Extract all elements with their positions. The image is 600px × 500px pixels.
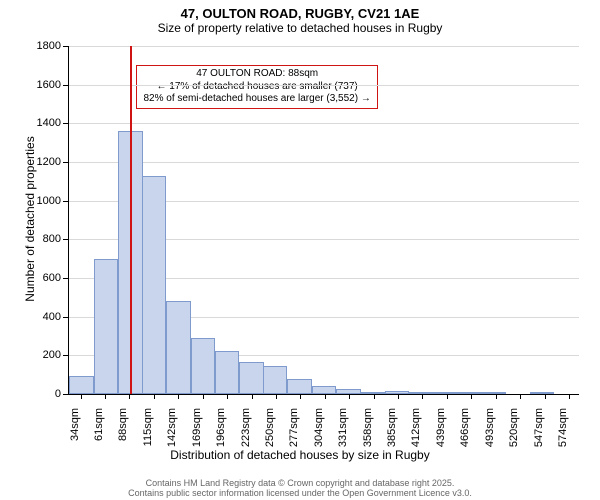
histogram-bar	[409, 392, 433, 394]
y-tick-label: 1400	[37, 117, 61, 129]
x-tick-label: 412sqm	[410, 408, 422, 448]
x-tick-label: 385sqm	[386, 408, 398, 448]
y-tick-mark	[63, 355, 68, 356]
x-tick-mark	[300, 394, 301, 399]
x-tick-mark	[276, 394, 277, 399]
histogram-bar	[191, 338, 215, 394]
y-tick-mark	[63, 123, 68, 124]
y-tick-mark	[63, 239, 68, 240]
x-tick-mark	[422, 394, 423, 399]
x-tick-mark	[447, 394, 448, 399]
y-tick-label: 200	[43, 349, 61, 361]
y-tick-label: 1000	[37, 195, 61, 207]
x-tick-label: 34sqm	[69, 408, 81, 448]
y-tick-mark	[63, 317, 68, 318]
x-tick-mark	[105, 394, 106, 399]
x-tick-label: 358sqm	[362, 408, 374, 448]
y-tick-mark	[63, 46, 68, 47]
histogram-bar	[142, 176, 166, 394]
y-tick-label: 1200	[37, 156, 61, 168]
x-tick-mark	[252, 394, 253, 399]
x-tick-label: 493sqm	[484, 408, 496, 448]
gridline	[69, 162, 579, 163]
histogram-bar	[312, 386, 336, 394]
y-tick-label: 800	[43, 233, 61, 245]
y-tick-mark	[63, 201, 68, 202]
x-tick-mark	[129, 394, 130, 399]
footer-line-1: Contains HM Land Registry data © Crown c…	[0, 478, 600, 488]
x-tick-mark	[496, 394, 497, 399]
histogram-bar	[287, 379, 311, 394]
y-tick-label: 400	[43, 311, 61, 323]
y-tick-mark	[63, 394, 68, 395]
histogram-bar	[215, 351, 239, 395]
histogram-bar	[482, 392, 506, 394]
y-tick-mark	[63, 85, 68, 86]
histogram-bar	[530, 392, 554, 394]
x-tick-mark	[569, 394, 570, 399]
x-tick-mark	[178, 394, 179, 399]
x-tick-label: 304sqm	[313, 408, 325, 448]
annotation-line-1: 47 OULTON ROAD: 88sqm	[143, 68, 370, 81]
x-tick-mark	[374, 394, 375, 399]
y-tick-mark	[63, 278, 68, 279]
x-tick-label: 250sqm	[264, 408, 276, 448]
x-tick-mark	[325, 394, 326, 399]
x-tick-label: 142sqm	[166, 408, 178, 448]
histogram-bar	[457, 392, 481, 394]
chart-container: 47, OULTON ROAD, RUGBY, CV21 1AE Size of…	[0, 0, 600, 500]
annotation-line-2: ← 17% of detached houses are smaller (73…	[143, 81, 370, 94]
y-tick-label: 1800	[37, 40, 61, 52]
y-axis-label: Number of detached properties	[23, 119, 37, 319]
x-tick-mark	[471, 394, 472, 399]
footer: Contains HM Land Registry data © Crown c…	[0, 478, 600, 498]
x-tick-mark	[520, 394, 521, 399]
x-tick-mark	[203, 394, 204, 399]
marker-line	[130, 46, 132, 394]
annotation-line-3: 82% of semi-detached houses are larger (…	[143, 93, 370, 106]
histogram-bar	[239, 362, 263, 394]
histogram-bar	[166, 301, 190, 394]
gridline	[69, 85, 579, 86]
gridline	[69, 46, 579, 47]
x-tick-mark	[154, 394, 155, 399]
x-tick-label: 547sqm	[533, 408, 545, 448]
x-tick-label: 169sqm	[191, 408, 203, 448]
x-tick-label: 223sqm	[240, 408, 252, 448]
footer-line-2: Contains public sector information licen…	[0, 488, 600, 498]
x-tick-mark	[349, 394, 350, 399]
histogram-bar	[94, 259, 118, 394]
x-tick-label: 574sqm	[557, 408, 569, 448]
histogram-bar	[69, 376, 93, 394]
x-tick-label: 439sqm	[435, 408, 447, 448]
y-tick-label: 1600	[37, 79, 61, 91]
x-tick-label: 520sqm	[508, 408, 520, 448]
chart-title: 47, OULTON ROAD, RUGBY, CV21 1AE	[0, 0, 600, 21]
chart-subtitle: Size of property relative to detached ho…	[0, 21, 600, 39]
x-tick-label: 196sqm	[215, 408, 227, 448]
x-axis-label: Distribution of detached houses by size …	[0, 448, 600, 462]
y-tick-label: 600	[43, 272, 61, 284]
x-tick-label: 115sqm	[142, 408, 154, 448]
x-tick-label: 61sqm	[93, 408, 105, 448]
x-tick-label: 277sqm	[288, 408, 300, 448]
x-tick-label: 331sqm	[337, 408, 349, 448]
annotation-box: 47 OULTON ROAD: 88sqm ← 17% of detached …	[136, 65, 377, 109]
y-tick-label: 0	[55, 388, 61, 400]
plot-area: 47 OULTON ROAD: 88sqm ← 17% of detached …	[68, 46, 579, 395]
x-tick-label: 88sqm	[117, 408, 129, 448]
histogram-bar	[433, 392, 457, 394]
x-tick-mark	[81, 394, 82, 399]
x-tick-label: 466sqm	[459, 408, 471, 448]
gridline	[69, 123, 579, 124]
x-tick-mark	[227, 394, 228, 399]
x-tick-mark	[398, 394, 399, 399]
y-tick-mark	[63, 162, 68, 163]
x-tick-mark	[545, 394, 546, 399]
histogram-bar	[263, 366, 287, 394]
